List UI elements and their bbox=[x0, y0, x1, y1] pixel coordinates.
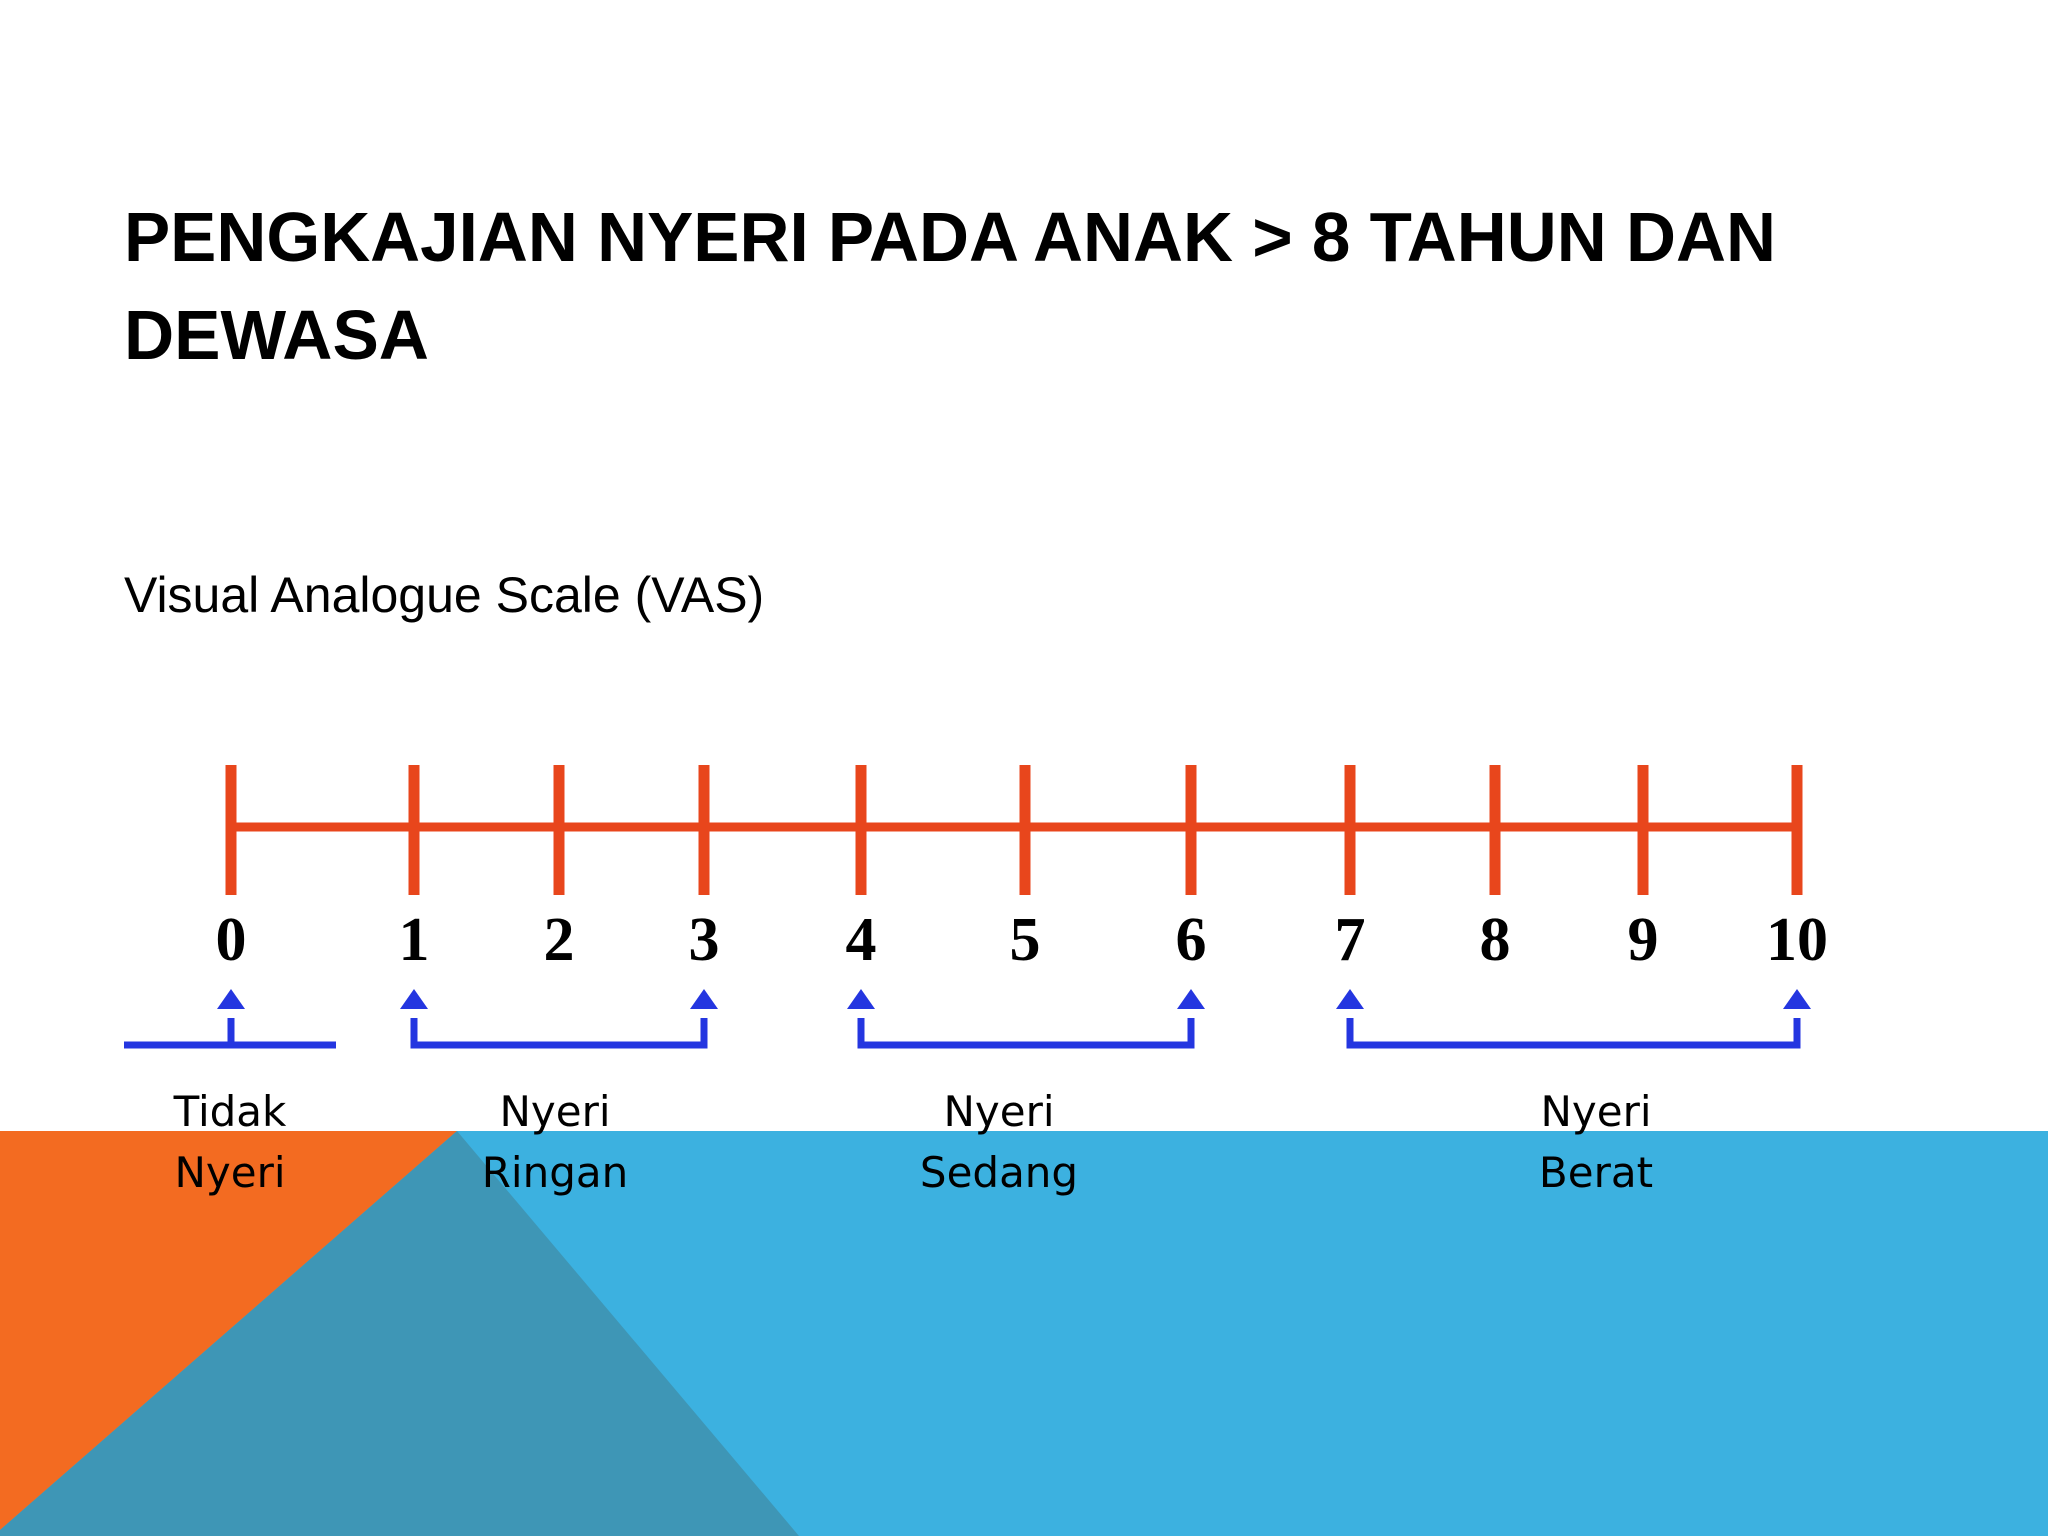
scale-number: 7 bbox=[1335, 906, 1366, 974]
scale-number: 5 bbox=[1010, 906, 1041, 974]
group-label: Nyeri bbox=[1540, 1087, 1651, 1136]
scale-number: 9 bbox=[1628, 906, 1659, 974]
group-label: Sedang bbox=[920, 1148, 1078, 1197]
bracket bbox=[857, 1018, 1195, 1049]
bracket bbox=[410, 1018, 708, 1049]
arrow bbox=[217, 989, 245, 1009]
scale-number: 1 bbox=[399, 906, 430, 974]
arrow bbox=[400, 989, 428, 1009]
scale-number: 8 bbox=[1480, 906, 1511, 974]
arrow bbox=[690, 989, 718, 1009]
title-line: PENGKAJIAN NYERI PADA ANAK > 8 TAHUN DAN bbox=[124, 198, 1776, 276]
group-label: Ringan bbox=[482, 1148, 629, 1197]
scale-number: 0 bbox=[216, 906, 247, 974]
bracket bbox=[1346, 1018, 1801, 1049]
scale-number: 3 bbox=[689, 906, 720, 974]
scale-number: 6 bbox=[1176, 906, 1207, 974]
group-label: Nyeri bbox=[943, 1087, 1054, 1136]
group-label: Berat bbox=[1539, 1148, 1653, 1197]
arrow bbox=[847, 989, 875, 1009]
subtitle: Visual Analogue Scale (VAS) bbox=[124, 567, 764, 623]
group-label: Nyeri bbox=[174, 1148, 285, 1197]
scale-number: 4 bbox=[846, 906, 877, 974]
title-line: DEWASA bbox=[124, 296, 429, 374]
arrow bbox=[1336, 989, 1364, 1009]
scale-number: 10 bbox=[1766, 906, 1828, 974]
arrow bbox=[1783, 989, 1811, 1009]
group-label: Tidak bbox=[173, 1087, 287, 1136]
group-label: Nyeri bbox=[499, 1087, 610, 1136]
scale-number: 2 bbox=[544, 906, 575, 974]
arrow bbox=[1177, 989, 1205, 1009]
background-teal bbox=[0, 1131, 799, 1536]
